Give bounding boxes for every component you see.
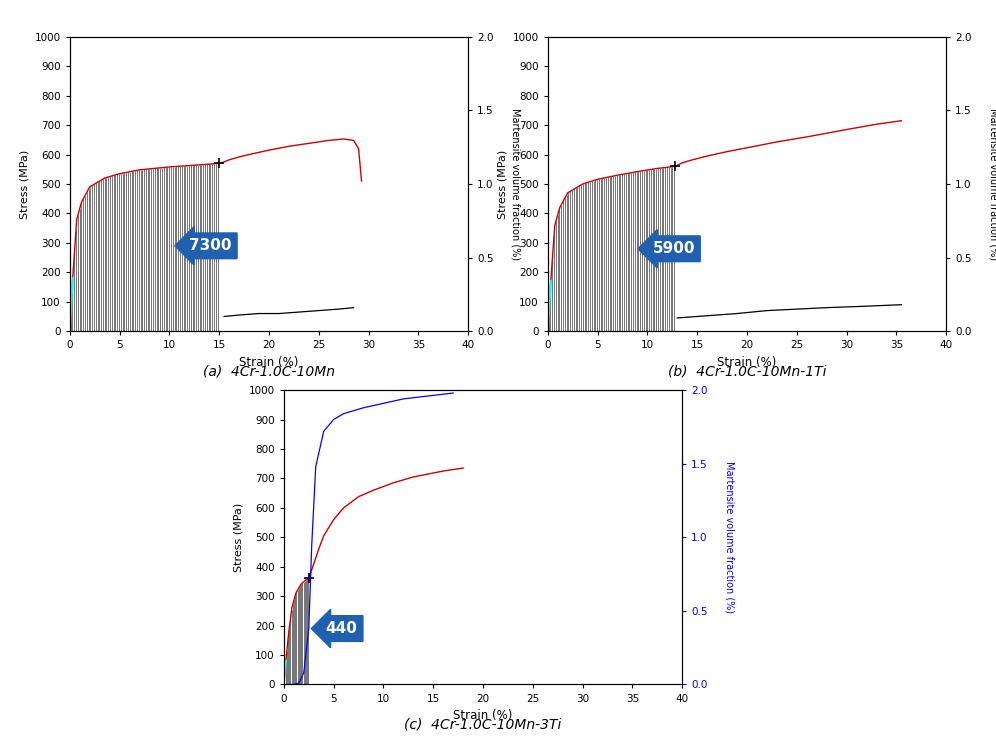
- Text: (c)  4Cr-1.0C-10Mn-3Ti: (c) 4Cr-1.0C-10Mn-3Ti: [404, 718, 562, 732]
- Y-axis label: Stress (MPa): Stress (MPa): [19, 149, 29, 219]
- Text: 7300: 7300: [189, 238, 232, 253]
- Y-axis label: Martensite volume fraction (%): Martensite volume fraction (%): [510, 108, 521, 260]
- X-axis label: Strain (%): Strain (%): [239, 355, 299, 369]
- Y-axis label: Stress (MPa): Stress (MPa): [497, 149, 507, 219]
- Text: 5900: 5900: [652, 241, 695, 256]
- Y-axis label: Stress (MPa): Stress (MPa): [233, 503, 243, 572]
- Text: 440: 440: [326, 621, 358, 636]
- Y-axis label: Martensite volume fraction (%): Martensite volume fraction (%): [988, 108, 996, 260]
- Text: (a)  4Cr-1.0C-10Mn: (a) 4Cr-1.0C-10Mn: [203, 364, 335, 378]
- X-axis label: Strain (%): Strain (%): [717, 355, 777, 369]
- X-axis label: Strain (%): Strain (%): [453, 709, 513, 722]
- Y-axis label: Martensite volume fraction (%): Martensite volume fraction (%): [724, 461, 735, 613]
- Text: (b)  4Cr-1.0C-10Mn-1Ti: (b) 4Cr-1.0C-10Mn-1Ti: [667, 364, 827, 378]
